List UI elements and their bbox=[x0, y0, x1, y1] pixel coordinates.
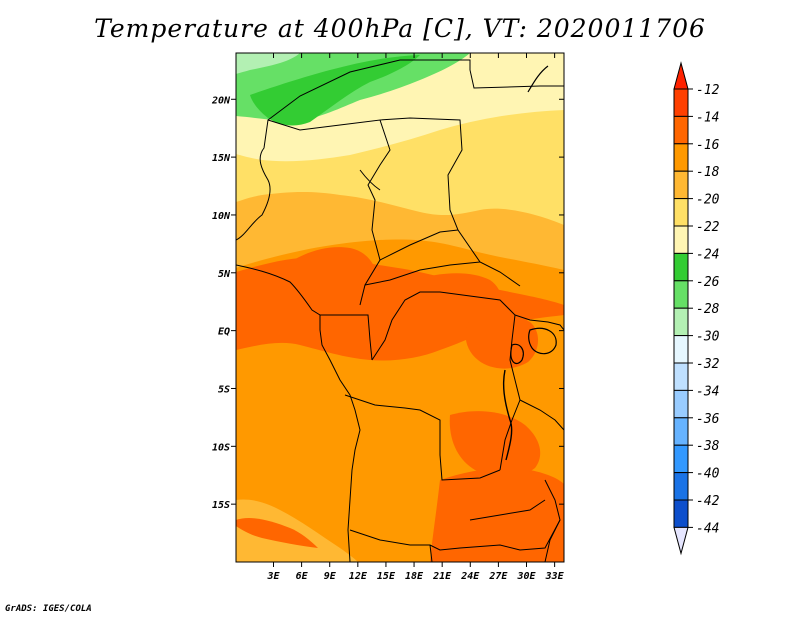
colorbar-swatch bbox=[673, 444, 689, 474]
colorbar-swatch bbox=[673, 335, 689, 364]
temperature-band bbox=[449, 411, 541, 478]
colorbar-label: -14 bbox=[696, 110, 719, 125]
y-tick-label: 10S bbox=[212, 442, 230, 453]
colorbar-swatch bbox=[673, 170, 689, 200]
colorbar-swatch bbox=[673, 252, 689, 282]
temperature-band bbox=[236, 53, 300, 74]
border-line bbox=[379, 117, 521, 287]
colorbar-swatch bbox=[673, 225, 689, 254]
colorbar-label: -26 bbox=[696, 275, 720, 290]
border-line bbox=[236, 59, 564, 241]
colorbar-label: -40 bbox=[696, 467, 720, 482]
x-tick-label: 24E bbox=[460, 571, 480, 582]
colorbar-label: -32 bbox=[696, 357, 720, 372]
temperature-band bbox=[236, 499, 358, 562]
y-axis: 20N 15N 10N 5N EQ 5S 10S 15S bbox=[211, 95, 564, 511]
colorbar-above-arrow bbox=[673, 61, 689, 90]
colorbar-swatch bbox=[673, 280, 689, 309]
colorbar-label: -28 bbox=[696, 302, 720, 317]
border-line bbox=[371, 291, 516, 361]
colorbar-swatch bbox=[673, 307, 689, 337]
colorbar-swatch bbox=[673, 198, 689, 227]
coastline bbox=[527, 65, 549, 93]
temperature-band bbox=[465, 313, 539, 369]
colorbar-swatch bbox=[673, 362, 689, 391]
colorbar-label: -34 bbox=[696, 384, 719, 399]
colorbar-below-arrow bbox=[673, 526, 689, 556]
colorbar-label: -20 bbox=[696, 193, 720, 208]
colorbar-label: -18 bbox=[696, 165, 720, 180]
x-tick-label: 18E bbox=[405, 571, 424, 582]
colorbar-swatch bbox=[673, 389, 689, 419]
x-tick-label: 12E bbox=[349, 571, 368, 582]
colorbar-label: -22 bbox=[696, 220, 720, 235]
y-tick-label: 20N bbox=[211, 95, 231, 106]
border-line bbox=[267, 119, 391, 306]
border-line bbox=[349, 519, 561, 551]
colorbar-label: -36 bbox=[696, 412, 720, 427]
border-line bbox=[364, 261, 481, 286]
colorbar-label: -42 bbox=[696, 494, 720, 509]
x-tick-label: 15E bbox=[377, 571, 396, 582]
x-tick-label: 3E bbox=[266, 571, 280, 582]
y-tick-label: 5N bbox=[218, 269, 231, 280]
credit-label: GrADS: IGES/COLA bbox=[5, 604, 92, 614]
lake-outline bbox=[510, 343, 524, 365]
x-tick-label: 6E bbox=[296, 571, 309, 582]
temperature-band bbox=[250, 55, 420, 126]
border-line bbox=[514, 314, 564, 331]
coastline bbox=[236, 264, 361, 562]
colorbar-swatch bbox=[673, 472, 689, 501]
y-tick-label: 5S bbox=[218, 384, 230, 395]
x-tick-label: 21E bbox=[432, 571, 452, 582]
border-line bbox=[519, 399, 564, 431]
border-line bbox=[320, 314, 373, 361]
colorbar: -12 -14 -16 -18 -20 -22 -24 -26 -28 -30 -32 -34 -36 -… bbox=[673, 61, 720, 556]
colorbar-label: -30 bbox=[696, 330, 720, 345]
temperature-band bbox=[286, 247, 379, 336]
border-line bbox=[379, 229, 459, 261]
colorbar-label: -44 bbox=[696, 521, 719, 536]
colorbar-label: -16 bbox=[696, 138, 720, 153]
lake-outline bbox=[359, 169, 381, 191]
y-tick-label: 15N bbox=[212, 153, 231, 164]
colorbar-swatch bbox=[673, 499, 689, 528]
x-tick-label: 9E bbox=[324, 571, 337, 582]
border-line bbox=[499, 359, 521, 471]
temperature-band bbox=[236, 517, 318, 548]
border-line bbox=[469, 499, 546, 521]
border-line bbox=[429, 544, 433, 562]
country-borders bbox=[236, 59, 564, 562]
colorbar-label: -12 bbox=[696, 83, 720, 98]
colorbar-swatch bbox=[673, 115, 689, 145]
x-tick-label: 33E bbox=[545, 571, 565, 582]
border-line bbox=[544, 479, 561, 562]
y-tick-label: 15S bbox=[212, 500, 230, 511]
x-axis: 3E 6E 9E 12E 15E 18E 21E 24E 27E 30E 33E bbox=[266, 53, 565, 582]
x-tick-label: 27E bbox=[488, 571, 508, 582]
lake-outline bbox=[528, 327, 557, 355]
colorbar-swatch bbox=[673, 417, 689, 446]
y-tick-label: EQ bbox=[218, 327, 230, 338]
colorbar-swatch bbox=[673, 143, 689, 172]
y-tick-label: 10N bbox=[212, 211, 231, 222]
lake-outline bbox=[502, 369, 513, 461]
border-line bbox=[344, 394, 501, 481]
map-title: Temperature at 400hPa [C], VT: 202001170… bbox=[94, 14, 706, 43]
colorbar-swatch bbox=[673, 88, 689, 117]
x-tick-label: 30E bbox=[516, 571, 536, 582]
map-frame bbox=[235, 52, 565, 563]
colorbar-label: -24 bbox=[696, 247, 719, 262]
colorbar-label: -38 bbox=[696, 439, 720, 454]
